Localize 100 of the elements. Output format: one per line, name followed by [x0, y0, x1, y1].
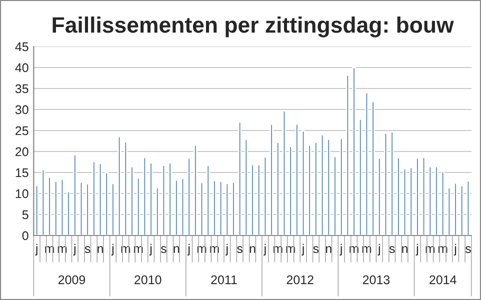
bar [396, 156, 400, 236]
bar [454, 182, 458, 236]
y-tick-label: 25 [16, 126, 28, 136]
bar [219, 180, 223, 236]
bar [441, 170, 445, 236]
bar [371, 100, 375, 236]
y-tick-label: 5 [22, 210, 28, 220]
bar [447, 186, 451, 236]
bar [333, 156, 337, 236]
y-tick-label: 0 [22, 231, 28, 240]
bar [295, 124, 299, 236]
bar [282, 110, 286, 236]
x-tick-label: m [121, 246, 130, 253]
bar [340, 138, 344, 236]
x-tick-label: n [402, 246, 408, 253]
bar [156, 186, 160, 236]
text: 2009 [58, 275, 86, 284]
x-tick-label: j [149, 244, 152, 256]
x-tick-label: j [35, 244, 38, 256]
bar [276, 142, 280, 236]
x-tick-label: m [362, 246, 372, 253]
bar [238, 121, 242, 236]
bar [326, 138, 330, 236]
bar [54, 180, 58, 236]
text: 2012 [286, 275, 314, 284]
bar [466, 180, 470, 236]
bar [358, 118, 362, 236]
chart-title: Faillissementen per zittingsdag: bouw [52, 16, 454, 38]
bar [409, 166, 413, 236]
bar [111, 182, 115, 236]
x-tick-label: j [378, 244, 380, 256]
y-tick-label: 40 [15, 63, 28, 72]
bar [257, 164, 261, 236]
y-tick-label: 15 [16, 168, 28, 178]
bar [98, 162, 102, 236]
x-tick-label: j [73, 244, 76, 256]
bar [460, 184, 464, 236]
text: 2013 [362, 275, 390, 284]
bar [124, 141, 128, 236]
bar [142, 156, 146, 236]
text: 2011 [211, 275, 237, 284]
bar [288, 146, 292, 236]
text: 2014 [430, 275, 456, 284]
bar [364, 92, 369, 236]
x-tick-label: m [58, 246, 67, 253]
x-tick-label: m [274, 246, 282, 253]
x-tick-label: j [302, 244, 304, 256]
x-tick-label: s [313, 246, 319, 254]
y-tick-label: 10 [16, 189, 28, 198]
bar [86, 183, 90, 236]
bar [225, 182, 229, 236]
bar [73, 154, 77, 236]
y-tick-label: 30 [15, 105, 28, 114]
bar [244, 138, 248, 236]
x-tick-label: n [98, 246, 103, 253]
bar [301, 130, 306, 236]
bar [60, 178, 64, 236]
x-tick-label: s [237, 246, 243, 254]
x-tick-label: s [84, 246, 90, 254]
bar [352, 66, 356, 236]
bar [314, 142, 318, 236]
x-tick-label: n [326, 246, 332, 253]
bar [308, 144, 312, 236]
bar [232, 181, 236, 236]
bar [390, 131, 394, 236]
bar [320, 134, 324, 236]
bar [48, 176, 52, 236]
bar [168, 162, 172, 236]
bar [378, 158, 382, 236]
bar [416, 158, 420, 236]
bar [200, 182, 204, 236]
x-tick-label: s [465, 246, 471, 254]
bar [130, 166, 134, 236]
x-tick-label: n [250, 246, 256, 253]
bar [206, 164, 210, 236]
bar [212, 180, 216, 236]
x-tick-label: s [389, 246, 395, 254]
bar [250, 164, 254, 236]
bar [263, 156, 268, 236]
bar [346, 74, 350, 236]
bar [187, 158, 191, 236]
bar [66, 191, 70, 236]
bar [136, 177, 140, 236]
x-tick-label: n [174, 246, 180, 253]
bar [92, 160, 96, 236]
x-tick-label: m [426, 246, 435, 253]
y-tick-label: 35 [15, 84, 28, 94]
y-tick-label: 45 [15, 42, 28, 52]
bar [162, 164, 166, 236]
x-tick-label: s [160, 246, 166, 254]
bar [270, 124, 274, 236]
x-tick-label: j [187, 244, 190, 256]
bar [79, 181, 84, 236]
text: 2010 [134, 275, 162, 284]
bar [149, 162, 153, 236]
x-tick-label: j [340, 244, 342, 256]
x-tick-label: m [197, 246, 206, 253]
x-tick-label: j [264, 244, 266, 256]
bar [422, 156, 426, 236]
bar [174, 179, 178, 236]
